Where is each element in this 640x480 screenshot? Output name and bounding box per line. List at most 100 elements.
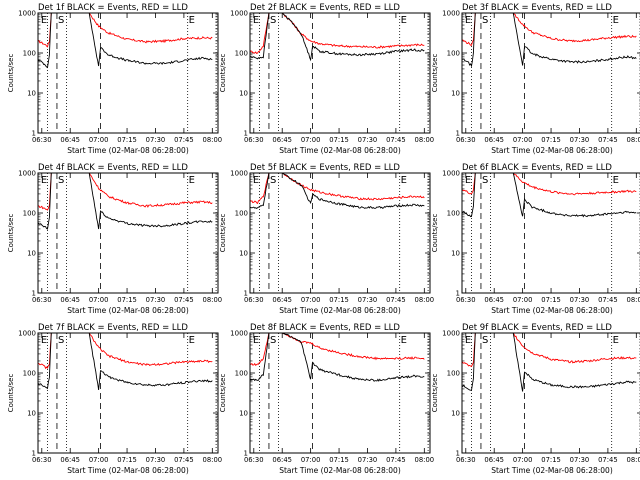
x-tick-label: 07:45 <box>598 136 618 144</box>
y-tick-label: 1 <box>244 450 248 458</box>
x-axis-label: Start Time (02-Mar-08 06:28:00) <box>491 146 613 155</box>
x-tick-label: 07:00 <box>301 296 321 304</box>
x-tick-label: 06:30 <box>244 456 264 464</box>
x-tick-label: 06:30 <box>244 296 264 304</box>
x-axis-label: Start Time (02-Mar-08 06:28:00) <box>279 306 401 315</box>
x-tick-label: 07:15 <box>329 136 349 144</box>
annotation-e: E <box>401 175 407 186</box>
y-tick-label: 1000 <box>230 10 248 18</box>
x-tick-label: 07:30 <box>570 136 590 144</box>
x-tick-label: 07:30 <box>570 456 590 464</box>
x-tick-label: 07:00 <box>513 296 533 304</box>
chart-panel-1: Det 1f BLACK = Events, RED = LLD Counts/s… <box>7 3 222 155</box>
y-axis-label: Counts/sec <box>431 54 439 93</box>
annotation-e: E <box>465 15 471 26</box>
y-tick-label: 1000 <box>18 10 36 18</box>
lld-series-line <box>462 13 637 46</box>
chart-title: Det 5f BLACK = Events, RED = LLD <box>250 163 400 173</box>
x-tick-label: 08:00 <box>415 296 435 304</box>
chart-title: Det 8f BLACK = Events, RED = LLD <box>250 323 400 333</box>
y-tick-label: 1000 <box>18 170 36 178</box>
y-axis-label: Counts/sec <box>219 54 227 93</box>
annotation-s: S <box>482 175 488 186</box>
x-axis-label: Start Time (02-Mar-08 06:28:00) <box>67 146 189 155</box>
plot-frame <box>461 12 640 134</box>
x-tick-label: 07:45 <box>174 136 194 144</box>
chart-panel-3: Det 3f BLACK = Events, RED = LLD Counts/s… <box>431 3 640 155</box>
plot-frame <box>249 12 431 134</box>
y-tick-label: 1000 <box>442 10 460 18</box>
y-tick-label: 10 <box>239 410 248 418</box>
x-axis-label: Start Time (02-Mar-08 06:28:00) <box>279 146 401 155</box>
annotation-e: E <box>189 175 195 186</box>
annotation-e: E <box>613 335 619 346</box>
lld-series-line <box>250 173 425 205</box>
x-tick-label: 07:30 <box>146 136 166 144</box>
annotation-e: E <box>189 335 195 346</box>
x-tick-label: 07:45 <box>174 296 194 304</box>
x-tick-label: 07:45 <box>386 456 406 464</box>
annotation-e: E <box>41 335 47 346</box>
chart-panel-8: Det 8f BLACK = Events, RED = LLD Counts/s… <box>219 323 434 475</box>
x-tick-label: 07:00 <box>513 456 533 464</box>
plot-frame <box>461 332 640 454</box>
annotation-e: E <box>613 175 619 186</box>
x-tick-label: 08:00 <box>627 456 640 464</box>
x-tick-label: 07:00 <box>301 456 321 464</box>
x-tick-label: 06:30 <box>32 136 52 144</box>
x-tick-label: 08:00 <box>203 296 223 304</box>
x-tick-label: 08:00 <box>627 296 640 304</box>
chart-title: Det 3f BLACK = Events, RED = LLD <box>462 3 612 13</box>
x-tick-label: 06:30 <box>456 136 476 144</box>
x-tick-label: 07:15 <box>541 296 561 304</box>
lld-series-line <box>38 173 213 211</box>
annotation-s: S <box>270 335 276 346</box>
annotation-e: E <box>253 15 259 26</box>
chart-panel-2: Det 2f BLACK = Events, RED = LLD Counts/s… <box>219 3 434 155</box>
chart-title: Det 6f BLACK = Events, RED = LLD <box>462 163 612 173</box>
lld-series-line <box>38 333 213 370</box>
x-tick-label: 07:15 <box>117 296 137 304</box>
annotation-e: E <box>253 335 259 346</box>
x-tick-label: 07:15 <box>329 456 349 464</box>
y-tick-label: 10 <box>451 250 460 258</box>
lld-series-line <box>38 13 213 48</box>
events-series-line <box>462 173 637 218</box>
annotation-e: E <box>41 15 47 26</box>
events-series-line <box>250 173 425 209</box>
annotation-e: E <box>465 175 471 186</box>
y-tick-label: 10 <box>239 250 248 258</box>
annotation-e: E <box>465 335 471 346</box>
y-tick-label: 100 <box>23 370 36 378</box>
y-tick-label: 10 <box>451 90 460 98</box>
x-axis-label: Start Time (02-Mar-08 06:28:00) <box>67 466 189 475</box>
y-tick-label: 1 <box>32 450 36 458</box>
y-tick-label: 1 <box>32 130 36 138</box>
annotation-e: E <box>41 175 47 186</box>
y-axis-label: Counts/sec <box>431 374 439 413</box>
chart-panel-4: Det 4f BLACK = Events, RED = LLD Counts/s… <box>7 163 222 315</box>
x-tick-label: 06:45 <box>272 296 292 304</box>
y-tick-label: 1 <box>456 450 460 458</box>
x-tick-label: 07:30 <box>358 296 378 304</box>
x-tick-label: 06:45 <box>484 456 504 464</box>
lld-series-line <box>250 13 425 54</box>
chart-title: Det 4f BLACK = Events, RED = LLD <box>38 163 188 173</box>
x-tick-label: 06:45 <box>484 296 504 304</box>
chart-panel-9: Det 9f BLACK = Events, RED = LLD Counts/s… <box>431 323 640 475</box>
x-tick-label: 07:45 <box>598 296 618 304</box>
x-tick-label: 07:00 <box>89 296 109 304</box>
x-tick-label: 07:00 <box>301 136 321 144</box>
plot-frame <box>37 332 219 454</box>
plot-frame <box>37 172 219 294</box>
y-tick-label: 100 <box>23 50 36 58</box>
annotation-e: E <box>613 15 619 26</box>
annotation-e: E <box>401 15 407 26</box>
y-tick-label: 1 <box>244 290 248 298</box>
y-tick-label: 1000 <box>230 330 248 338</box>
y-axis-label: Counts/sec <box>219 214 227 253</box>
y-tick-label: 1000 <box>230 170 248 178</box>
x-tick-label: 08:00 <box>203 456 223 464</box>
events-series-line <box>250 333 425 382</box>
y-tick-label: 1 <box>456 130 460 138</box>
